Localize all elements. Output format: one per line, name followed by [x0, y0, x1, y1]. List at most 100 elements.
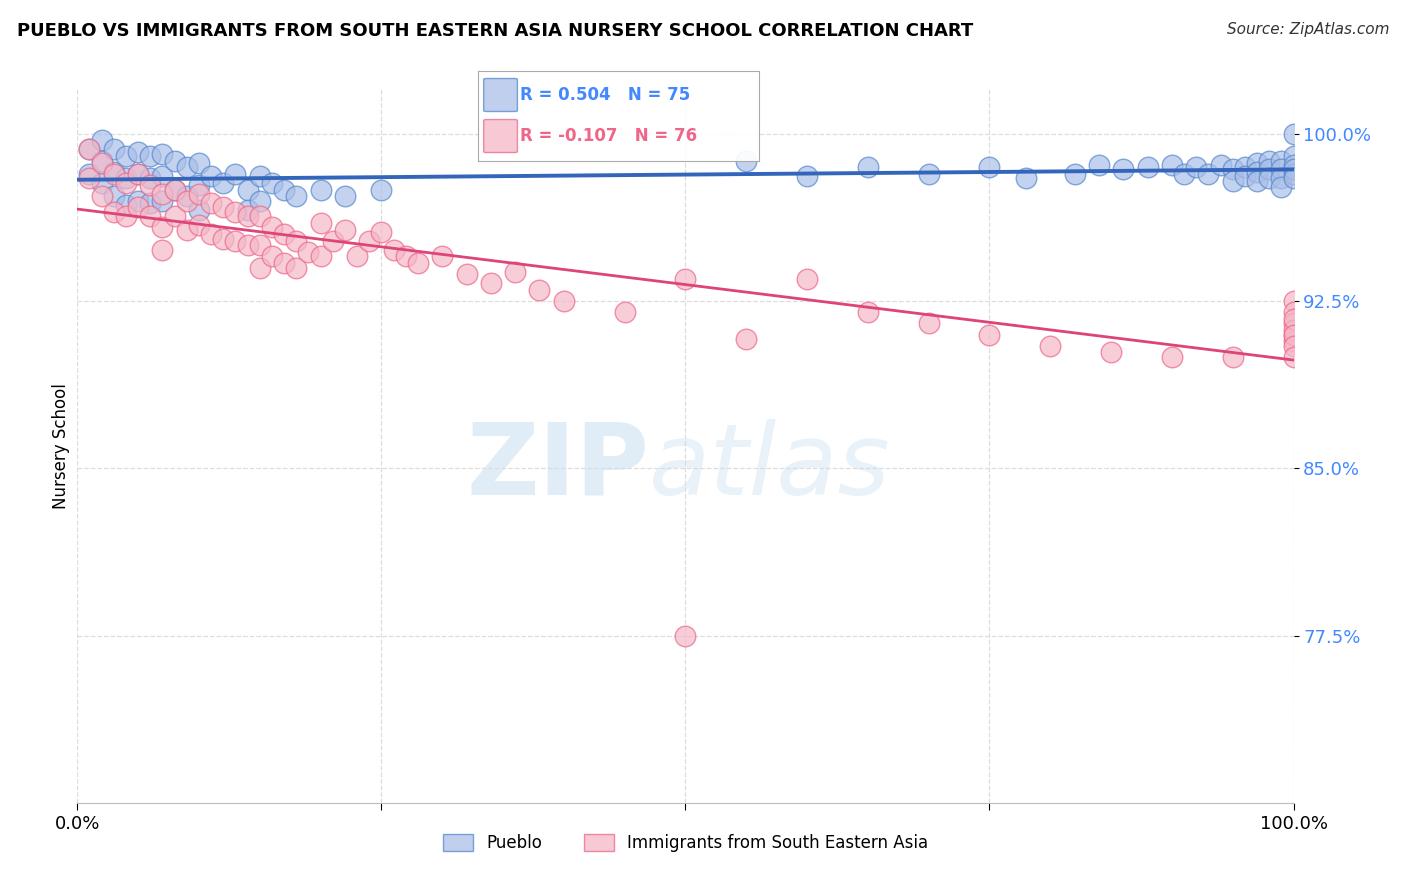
- Point: [115, 149, 138, 163]
- Point: [430, 250, 453, 264]
- FancyBboxPatch shape: [484, 120, 517, 153]
- Point: [188, 219, 211, 233]
- Point: [127, 201, 149, 215]
- Point: [1246, 156, 1268, 170]
- Point: [152, 243, 174, 257]
- Point: [309, 216, 332, 230]
- Point: [212, 176, 235, 190]
- Point: [309, 250, 332, 264]
- Point: [1282, 327, 1305, 342]
- Point: [406, 256, 429, 270]
- Point: [139, 178, 162, 192]
- Point: [200, 227, 222, 241]
- Point: [1015, 171, 1038, 186]
- Point: [1282, 162, 1305, 177]
- Point: [1282, 149, 1305, 163]
- Point: [139, 210, 162, 224]
- Point: [249, 169, 271, 183]
- Text: atlas: atlas: [650, 419, 890, 516]
- Point: [188, 202, 211, 217]
- FancyBboxPatch shape: [484, 78, 517, 112]
- Point: [103, 189, 125, 203]
- Point: [1173, 167, 1195, 181]
- Point: [1039, 338, 1062, 352]
- Point: [152, 220, 174, 235]
- Point: [285, 189, 308, 203]
- Point: [1282, 338, 1305, 352]
- Point: [260, 176, 283, 190]
- Point: [127, 167, 149, 181]
- Point: [152, 194, 174, 208]
- Point: [176, 189, 198, 203]
- Point: [1233, 169, 1256, 183]
- Point: [1282, 311, 1305, 326]
- Point: [979, 160, 1001, 174]
- Point: [103, 164, 125, 178]
- Point: [260, 250, 283, 264]
- Point: [1282, 316, 1305, 330]
- Point: [103, 143, 125, 157]
- Point: [1136, 160, 1159, 174]
- Point: [139, 149, 162, 163]
- Point: [285, 260, 308, 275]
- Point: [224, 234, 246, 248]
- Point: [359, 234, 381, 248]
- Point: [273, 182, 295, 196]
- Point: [79, 143, 101, 157]
- Point: [333, 222, 356, 236]
- Point: [1099, 345, 1122, 359]
- Point: [1088, 158, 1111, 172]
- Point: [309, 182, 332, 196]
- Point: [1282, 305, 1305, 319]
- Point: [1282, 167, 1305, 181]
- Point: [297, 244, 319, 259]
- Point: [249, 210, 271, 224]
- Point: [249, 194, 271, 208]
- Point: [1222, 350, 1244, 364]
- Point: [1282, 327, 1305, 342]
- Point: [1282, 127, 1305, 141]
- Point: [1222, 162, 1244, 177]
- Point: [1233, 160, 1256, 174]
- Point: [176, 222, 198, 236]
- Point: [1282, 350, 1305, 364]
- Point: [90, 189, 112, 203]
- Point: [1161, 158, 1184, 172]
- Point: [273, 256, 295, 270]
- Point: [1063, 167, 1085, 181]
- Point: [735, 332, 758, 346]
- Point: [1282, 158, 1305, 172]
- Point: [856, 305, 879, 319]
- Point: [735, 153, 758, 168]
- Point: [212, 201, 235, 215]
- Point: [1246, 164, 1268, 178]
- Point: [1258, 153, 1281, 168]
- Point: [127, 194, 149, 208]
- Point: [553, 293, 575, 308]
- Text: ZIP: ZIP: [465, 419, 650, 516]
- Point: [115, 176, 138, 190]
- Text: R = 0.504   N = 75: R = 0.504 N = 75: [520, 87, 690, 104]
- Point: [103, 167, 125, 181]
- Point: [103, 205, 125, 219]
- Point: [1270, 153, 1292, 168]
- Point: [1282, 334, 1305, 348]
- Point: [1161, 350, 1184, 364]
- Text: PUEBLO VS IMMIGRANTS FROM SOUTH EASTERN ASIA NURSERY SCHOOL CORRELATION CHART: PUEBLO VS IMMIGRANTS FROM SOUTH EASTERN …: [17, 22, 973, 40]
- Point: [79, 167, 101, 181]
- Point: [90, 133, 112, 147]
- Point: [1222, 173, 1244, 187]
- Point: [1282, 293, 1305, 308]
- Point: [163, 153, 186, 168]
- Point: [139, 171, 162, 186]
- Point: [1270, 162, 1292, 177]
- Point: [370, 225, 392, 239]
- Point: [152, 187, 174, 202]
- Point: [127, 167, 149, 181]
- Point: [1282, 171, 1305, 186]
- Point: [1282, 323, 1305, 337]
- Point: [260, 220, 283, 235]
- Point: [333, 189, 356, 203]
- Point: [346, 250, 368, 264]
- Point: [675, 628, 697, 642]
